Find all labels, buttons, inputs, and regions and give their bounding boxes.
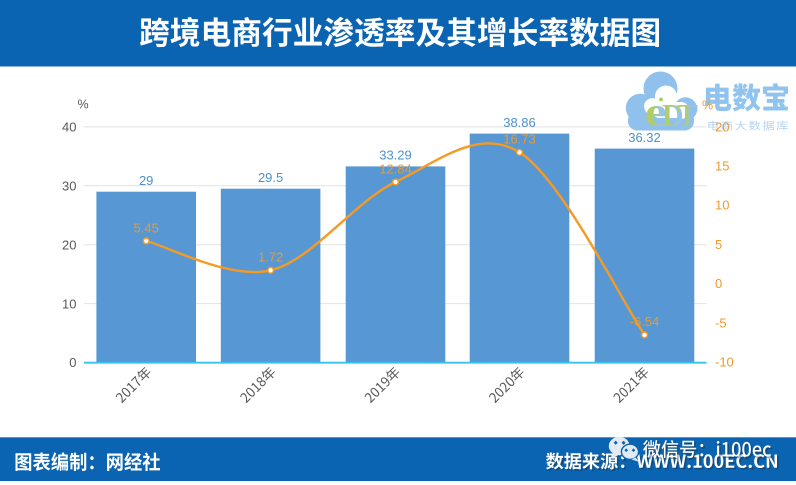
svg-text:12.84: 12.84 (379, 161, 412, 176)
svg-text:%: % (702, 99, 713, 113)
svg-text:20: 20 (715, 119, 729, 134)
svg-text:30: 30 (62, 179, 76, 194)
svg-text:40: 40 (62, 120, 76, 135)
svg-text:-10: -10 (715, 355, 734, 370)
svg-text:1.72: 1.72 (258, 250, 283, 265)
svg-text:-6.54: -6.54 (630, 314, 660, 329)
svg-text:5: 5 (715, 237, 722, 252)
svg-text:15: 15 (715, 159, 729, 174)
svg-text:0: 0 (69, 355, 76, 370)
svg-text:10: 10 (715, 198, 729, 213)
svg-text:10: 10 (62, 296, 76, 311)
svg-text:-5: -5 (715, 315, 727, 330)
svg-text:38.86: 38.86 (503, 115, 536, 130)
svg-text:%: % (77, 98, 88, 112)
svg-text:29.5: 29.5 (258, 170, 283, 185)
svg-text:33.29: 33.29 (379, 148, 412, 163)
svg-text:29: 29 (139, 173, 153, 188)
svg-text:5.45: 5.45 (134, 220, 159, 235)
svg-text:16.73: 16.73 (503, 132, 536, 147)
svg-text:36.32: 36.32 (628, 130, 661, 145)
svg-text:0: 0 (715, 276, 722, 291)
svg-text:20: 20 (62, 237, 76, 252)
